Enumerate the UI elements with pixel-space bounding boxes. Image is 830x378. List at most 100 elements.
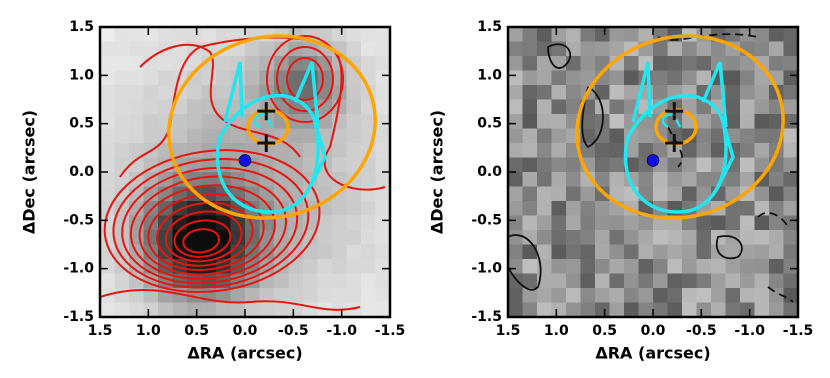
pixel <box>551 128 567 144</box>
pixel <box>346 288 362 303</box>
pixel <box>332 143 347 158</box>
pixel <box>129 259 144 274</box>
pixel <box>725 273 741 289</box>
pixel <box>522 273 538 289</box>
pixel <box>508 201 523 216</box>
pixel <box>653 288 668 303</box>
pixel <box>100 41 115 57</box>
pixel <box>754 244 770 260</box>
pixel <box>754 273 770 289</box>
pixel <box>143 302 159 317</box>
pixel <box>537 186 552 202</box>
pixel <box>288 302 304 317</box>
pixel <box>100 99 115 115</box>
pixel <box>346 302 362 317</box>
pixel <box>508 99 523 115</box>
pixel <box>361 244 376 260</box>
pixel <box>769 114 784 129</box>
pixel <box>551 244 567 260</box>
pixel <box>129 128 144 144</box>
pixel <box>346 114 362 129</box>
pixel <box>580 201 596 216</box>
pixel <box>595 85 610 100</box>
pixel <box>100 114 115 129</box>
pixel <box>783 288 798 303</box>
pixel <box>783 128 798 144</box>
pixel <box>537 99 552 115</box>
pixel <box>783 85 798 100</box>
pixel <box>317 244 333 260</box>
pixel <box>551 143 567 158</box>
pixel <box>769 215 784 231</box>
pixel <box>332 172 347 187</box>
pixel <box>100 186 115 202</box>
pixel <box>317 56 333 71</box>
pixel <box>508 273 523 289</box>
pixel <box>696 41 712 57</box>
y-tick-label: 1.5 <box>477 19 502 35</box>
pixel <box>537 230 552 245</box>
pixel <box>580 172 596 187</box>
pixel <box>740 201 755 216</box>
pixel <box>216 244 231 260</box>
pixel <box>783 172 798 187</box>
pixel <box>638 244 654 260</box>
pixel <box>580 273 596 289</box>
pixel <box>317 259 333 274</box>
pixel <box>346 244 362 260</box>
pixel <box>769 259 784 274</box>
pixel <box>754 157 770 173</box>
pixel <box>551 230 567 245</box>
pixel <box>638 128 654 144</box>
pixel <box>624 259 639 274</box>
pixel <box>537 288 552 303</box>
pixel <box>595 215 610 231</box>
pixel <box>508 128 523 144</box>
pixel <box>522 215 538 231</box>
pixel <box>754 201 770 216</box>
pixel <box>609 27 625 42</box>
pixel <box>259 186 275 202</box>
pixel <box>667 186 683 202</box>
pixel <box>346 215 362 231</box>
x-tick-label: 0.0 <box>233 323 258 339</box>
pixel <box>769 201 784 216</box>
pixel <box>624 244 639 260</box>
pixel <box>595 273 610 289</box>
pixel <box>754 143 770 158</box>
pixel <box>667 273 683 289</box>
pixel <box>508 143 523 158</box>
pixel <box>172 70 188 86</box>
pixel <box>332 70 347 86</box>
pixel <box>754 99 770 115</box>
pixel <box>245 143 260 158</box>
pixel <box>595 259 610 274</box>
pixel <box>259 41 275 57</box>
pixel <box>725 70 741 86</box>
pixel <box>143 157 159 173</box>
pixel <box>187 99 202 115</box>
contour <box>147 193 265 272</box>
pixel <box>129 273 144 289</box>
pixel <box>274 157 289 173</box>
pixel <box>114 128 130 144</box>
pixel <box>508 85 523 100</box>
pixel <box>375 288 390 303</box>
pixel <box>653 56 668 71</box>
pixel <box>769 288 784 303</box>
pixel <box>274 259 289 274</box>
pixel <box>201 27 217 42</box>
pixel <box>172 56 188 71</box>
pixel <box>346 56 362 71</box>
pixel <box>740 302 755 317</box>
pixel <box>245 302 260 317</box>
pixel <box>274 186 289 202</box>
pixel <box>375 172 390 187</box>
pixel <box>566 70 581 86</box>
pixel <box>740 27 755 42</box>
pixel <box>245 56 260 71</box>
cross <box>257 102 276 121</box>
pixel <box>375 41 390 57</box>
pixel <box>609 143 625 158</box>
